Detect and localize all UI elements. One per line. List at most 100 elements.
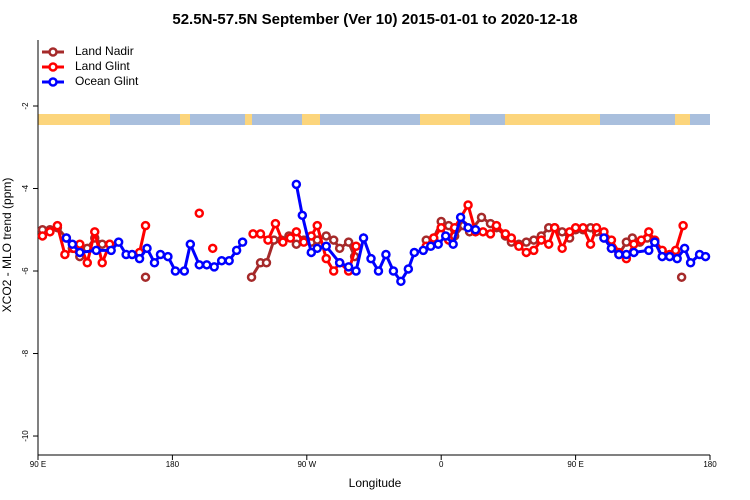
chart-title: 52.5N-57.5N September (Ver 10) 2015-01-0… [172,11,577,28]
data-point [45,227,55,237]
data-point [521,237,532,247]
ocean-band [320,114,420,125]
x-axis-label: Longitude [349,476,402,490]
data-point [149,258,160,268]
legend-marker [48,47,58,57]
data-point [351,241,361,252]
data-point [606,243,617,254]
data-point [529,235,539,245]
data-point [621,249,632,260]
data-point [334,243,345,254]
data-point [201,260,212,270]
data-point [248,229,258,239]
data-point [657,251,667,262]
data-point [291,227,302,237]
data-point [521,247,532,258]
x-tick-label: 90 W [297,460,316,469]
data-point [170,266,181,276]
x-tick-label: 90 E [30,460,46,469]
data-point [224,255,234,266]
data-point [514,241,524,252]
data-point [343,237,354,247]
map-strip [38,114,710,125]
data-point [678,220,688,231]
data-point [685,258,696,268]
legend-label: Ocean Glint [75,74,139,88]
data-point [216,255,227,266]
data-point [506,233,517,243]
data-point [585,239,596,249]
data-point [557,227,567,237]
data-point [321,241,331,252]
data-point [636,235,647,245]
data-point [578,222,588,233]
data-point [75,239,85,249]
legend-marker [48,77,58,87]
ocean-band [110,114,180,125]
data-point [185,239,196,249]
data-point [134,253,145,264]
y-tick-label: -4 [21,184,30,192]
data-point [343,262,354,272]
data-point [142,243,152,254]
data-point [476,212,487,223]
x-tick-label: 180 [703,460,717,469]
data-point [448,239,458,249]
data-point [75,247,85,258]
data-point [425,241,436,252]
data-point [649,237,660,247]
data-point [246,272,257,282]
data-point [403,264,414,274]
data-point [700,251,711,262]
y-axis-label: XCO2 - MLO trend (ppm) [0,178,14,313]
data-point [644,245,654,256]
y-tick-label: -8 [21,349,30,357]
x-tick-label: 0 [439,460,444,469]
data-point [82,258,93,268]
ocean-band [252,114,302,125]
data-point [312,243,323,254]
data-point [89,227,100,237]
data-point [207,243,218,254]
data-point [299,237,309,247]
data-point [599,233,609,243]
data-point [644,227,654,237]
ocean-band [690,114,710,125]
data-point [97,258,107,268]
data-point [67,239,78,249]
data-point [61,233,72,243]
data-point [381,249,391,260]
data-point [91,245,101,256]
data-point [291,179,302,190]
data-point [334,258,345,268]
ocean-band [600,114,675,125]
data-point [285,233,296,243]
data-point [676,272,687,282]
data-point [373,266,384,276]
data-point [127,249,137,260]
data-point [543,239,554,249]
data-point [470,225,481,235]
data-point [428,233,439,243]
data-point [396,276,406,287]
data-point [500,229,511,239]
data-point [113,237,124,247]
data-point [52,220,63,231]
data-point [433,239,443,249]
data-point [440,231,451,241]
data-point [231,245,242,256]
x-tick-label: 90 E [567,460,583,469]
data-point [491,220,502,231]
data-point [614,249,624,260]
data-point [629,239,639,249]
data-point [306,247,317,258]
data-point [672,253,682,264]
data-point [478,227,488,237]
data-point [60,249,70,260]
data-point [409,247,420,258]
y-tick-label: -2 [21,102,30,110]
data-point [629,247,639,258]
data-point [366,253,376,264]
